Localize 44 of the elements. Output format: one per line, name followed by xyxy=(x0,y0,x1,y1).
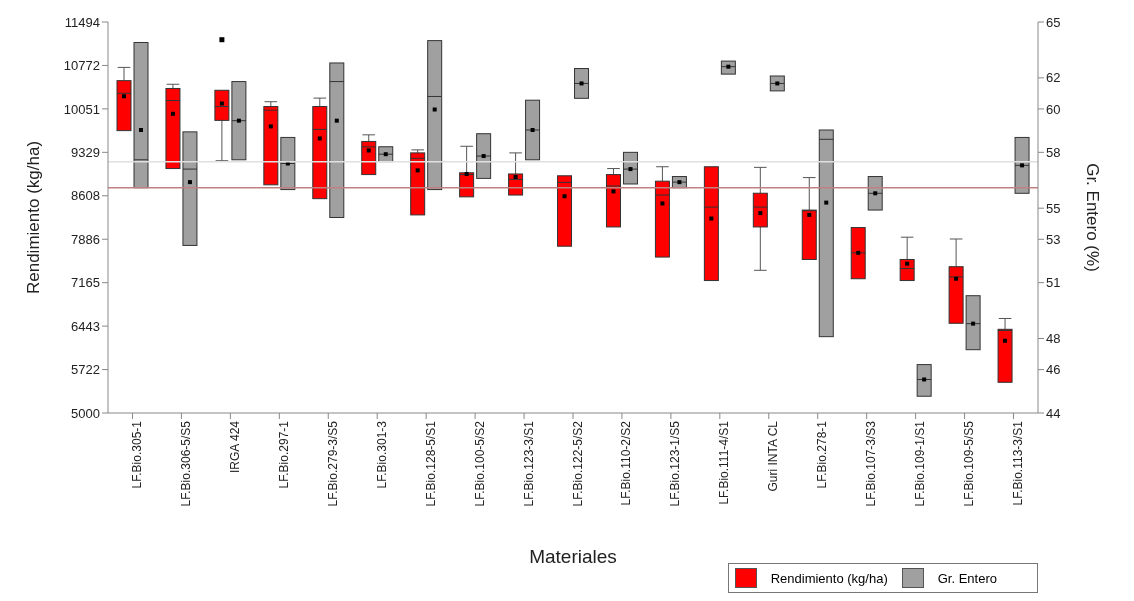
x-tick-label: LF.Bio.113-3/S1 xyxy=(1011,420,1026,506)
y2-tick-label: 46 xyxy=(1046,362,1061,378)
x-tick-label: LF.Bio.128-5/S1 xyxy=(423,420,438,507)
y-tick-label: 7165 xyxy=(71,275,100,291)
y-tick-label: 8608 xyxy=(71,188,100,204)
x-tick-label: LF.Bio.109-5/S5 xyxy=(962,420,977,507)
y-tick-label: 5000 xyxy=(71,405,100,421)
legend-label: Gr. Entero xyxy=(937,570,997,586)
x-tick-label: LF.Bio.100-5/S2 xyxy=(472,420,487,507)
y2-tick-label: 58 xyxy=(1046,144,1061,160)
x-tick-label: LF.Bio.107-3/S3 xyxy=(864,420,879,507)
y-tick-label: 11494 xyxy=(64,14,100,30)
y2-tick-label: 48 xyxy=(1046,331,1061,347)
y-axis-title: Rendimiento (kg/ha) xyxy=(24,140,44,295)
x-tick-label: LF.Bio.301-3 xyxy=(374,420,389,489)
x-tick-label: LF.Bio.297-1 xyxy=(276,420,291,489)
y2-tick-label: 51 xyxy=(1046,275,1061,291)
y-tick-label: 9329 xyxy=(71,144,100,160)
x-tick-label: LF.Bio.306-5/S5 xyxy=(178,420,193,507)
x-tick-label: LF.Bio.123-3/S1 xyxy=(521,420,536,507)
y-tick-label: 10051 xyxy=(63,101,100,117)
y2-tick-label: 60 xyxy=(1046,101,1061,117)
x-axis-title: Materiales xyxy=(529,546,617,567)
x-tick-label: LF.Bio.122-5/S2 xyxy=(570,420,585,507)
x-tick-label: LF.Bio.109-1/S1 xyxy=(913,420,928,507)
legend-label: Rendimiento (kg/ha) xyxy=(770,570,888,586)
x-tick-label: LF.Bio.279-3/S5 xyxy=(325,420,340,507)
x-tick-label: LF.Bio.123-1/S5 xyxy=(668,420,683,507)
y-tick-label: 5722 xyxy=(71,362,100,378)
y2-tick-label: 62 xyxy=(1046,70,1061,86)
y2-tick-label: 53 xyxy=(1046,231,1061,247)
x-tick-label: LF.Bio.110-2/S2 xyxy=(619,420,634,506)
y2-tick-label: 55 xyxy=(1046,200,1061,216)
y-tick-label: 7886 xyxy=(71,231,100,247)
x-tick-label: LF.Bio.305-1 xyxy=(129,420,144,489)
y2-tick-label: 65 xyxy=(1046,14,1061,30)
x-tick-label: Guri INTA CL xyxy=(766,420,781,492)
y-tick-label: 10772 xyxy=(63,58,100,74)
x-tick-label: LF.Bio.278-1 xyxy=(815,420,830,489)
y2-axis-title: Gr. Entero (%) xyxy=(1082,163,1102,272)
x-tick-label: IRGA 424 xyxy=(227,420,242,474)
y-tick-label: 6443 xyxy=(71,318,100,334)
x-tick-label: LF.Bio.111-4/S1 xyxy=(717,420,732,505)
y2-tick-label: 44 xyxy=(1046,405,1061,421)
